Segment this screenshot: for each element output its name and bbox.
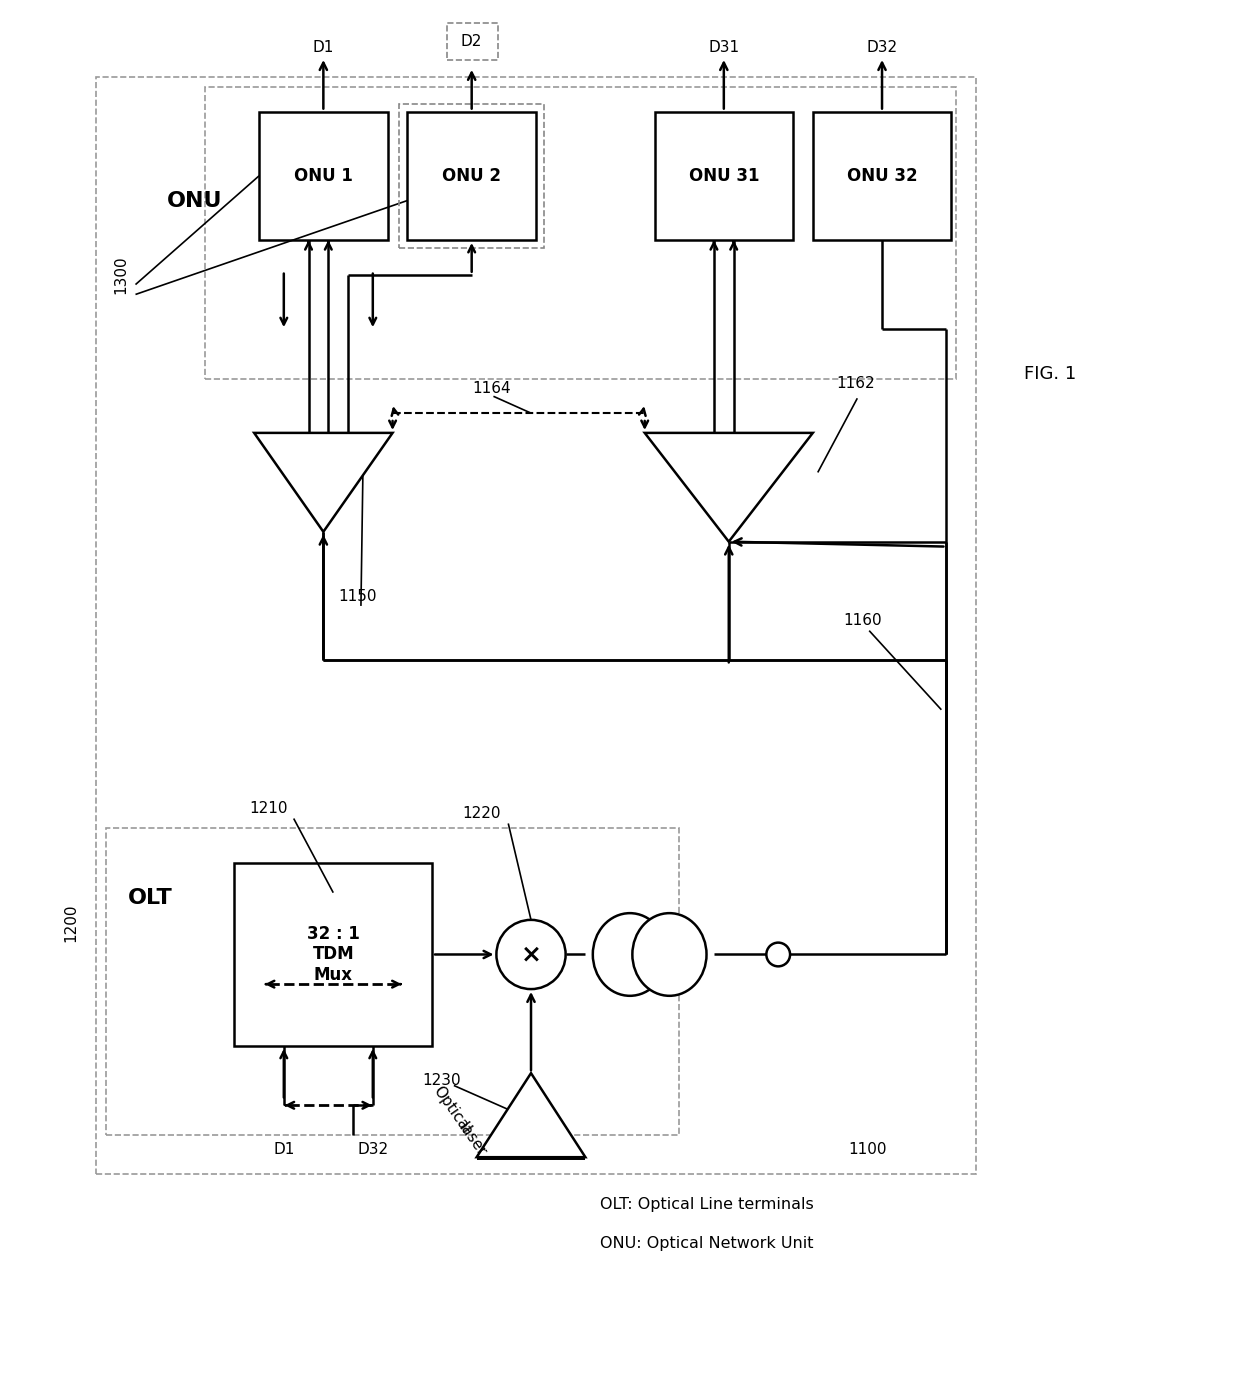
- Text: D31: D31: [708, 40, 739, 55]
- Text: laser: laser: [455, 1120, 489, 1160]
- Text: D1: D1: [273, 1142, 294, 1157]
- Text: D32: D32: [867, 40, 898, 55]
- Ellipse shape: [632, 914, 707, 996]
- Bar: [399, 103, 544, 248]
- Text: ONU: ONU: [167, 190, 222, 211]
- Text: 1230: 1230: [423, 1073, 461, 1088]
- Bar: [105, 828, 680, 1135]
- Text: ONU 32: ONU 32: [847, 166, 918, 184]
- Text: OLT: OLT: [128, 888, 172, 908]
- Bar: [205, 87, 956, 378]
- Text: 1300: 1300: [113, 256, 128, 294]
- Text: 1100: 1100: [848, 1142, 887, 1157]
- Circle shape: [496, 921, 565, 989]
- Text: Optical: Optical: [430, 1084, 474, 1137]
- Text: D32: D32: [357, 1142, 388, 1157]
- Circle shape: [766, 943, 790, 966]
- Text: D2: D2: [461, 34, 482, 48]
- Text: 1210: 1210: [249, 801, 288, 816]
- Bar: [259, 111, 388, 239]
- Bar: [95, 77, 976, 1175]
- Bar: [812, 111, 951, 239]
- Text: D1: D1: [312, 40, 334, 55]
- Text: 1150: 1150: [339, 589, 377, 604]
- Text: FIG. 1: FIG. 1: [1024, 365, 1076, 383]
- Text: 1200: 1200: [63, 903, 78, 941]
- Bar: [408, 111, 536, 239]
- Text: ONU 2: ONU 2: [443, 166, 501, 184]
- Polygon shape: [476, 1073, 585, 1157]
- Text: OLT: Optical Line terminals: OLT: Optical Line terminals: [600, 1197, 813, 1212]
- Ellipse shape: [593, 914, 667, 996]
- Text: ONU: Optical Network Unit: ONU: Optical Network Unit: [600, 1236, 813, 1251]
- Text: ONU 1: ONU 1: [294, 166, 353, 184]
- Text: 1162: 1162: [836, 376, 874, 391]
- Bar: [655, 111, 794, 239]
- Bar: [234, 863, 432, 1046]
- Polygon shape: [645, 433, 812, 542]
- Text: ONU 31: ONU 31: [688, 166, 759, 184]
- Text: 1220: 1220: [463, 806, 501, 821]
- Text: 1160: 1160: [843, 614, 882, 629]
- Text: ×: ×: [521, 943, 542, 966]
- Text: 1164: 1164: [472, 381, 511, 396]
- Polygon shape: [254, 433, 393, 531]
- Text: 32 : 1
TDM
Mux: 32 : 1 TDM Mux: [306, 925, 360, 984]
- Bar: [446, 22, 498, 61]
